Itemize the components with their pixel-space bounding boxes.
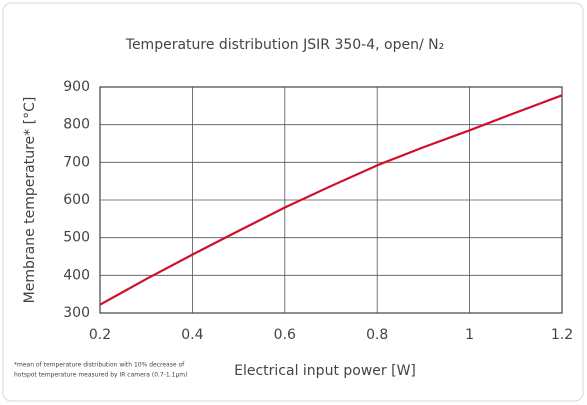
x-tick-label: 1.2 [551,327,573,343]
y-tick-label: 500 [63,230,90,246]
y-tick-label: 300 [63,305,90,321]
x-tick-label: 0.8 [366,327,388,343]
x-tick-label: 0.6 [274,327,296,343]
frame [2,2,584,402]
y-tick-label: 900 [63,79,90,95]
line [99,94,563,306]
x-tick-label: 1 [465,327,474,343]
y-tick-label: 800 [63,117,90,133]
y-tick-label: 700 [63,154,90,170]
x-tick-label: 0.4 [181,327,203,343]
footnote: hotspot temperature measured by IR camer… [14,372,187,379]
y-tick-label: 400 [63,267,90,283]
footnote: *mean of temperature distribution with 1… [14,362,185,369]
y-axis-label: Membrane temperature* [°C] [22,97,38,304]
x-tick-label: 0.2 [89,327,111,343]
x-axis-label: Electrical input power [W] [234,363,416,379]
y-tick-label: 600 [63,192,90,208]
plot-border [99,86,563,314]
chart-title: Temperature distribution JSIR 350-4, ope… [125,37,444,53]
